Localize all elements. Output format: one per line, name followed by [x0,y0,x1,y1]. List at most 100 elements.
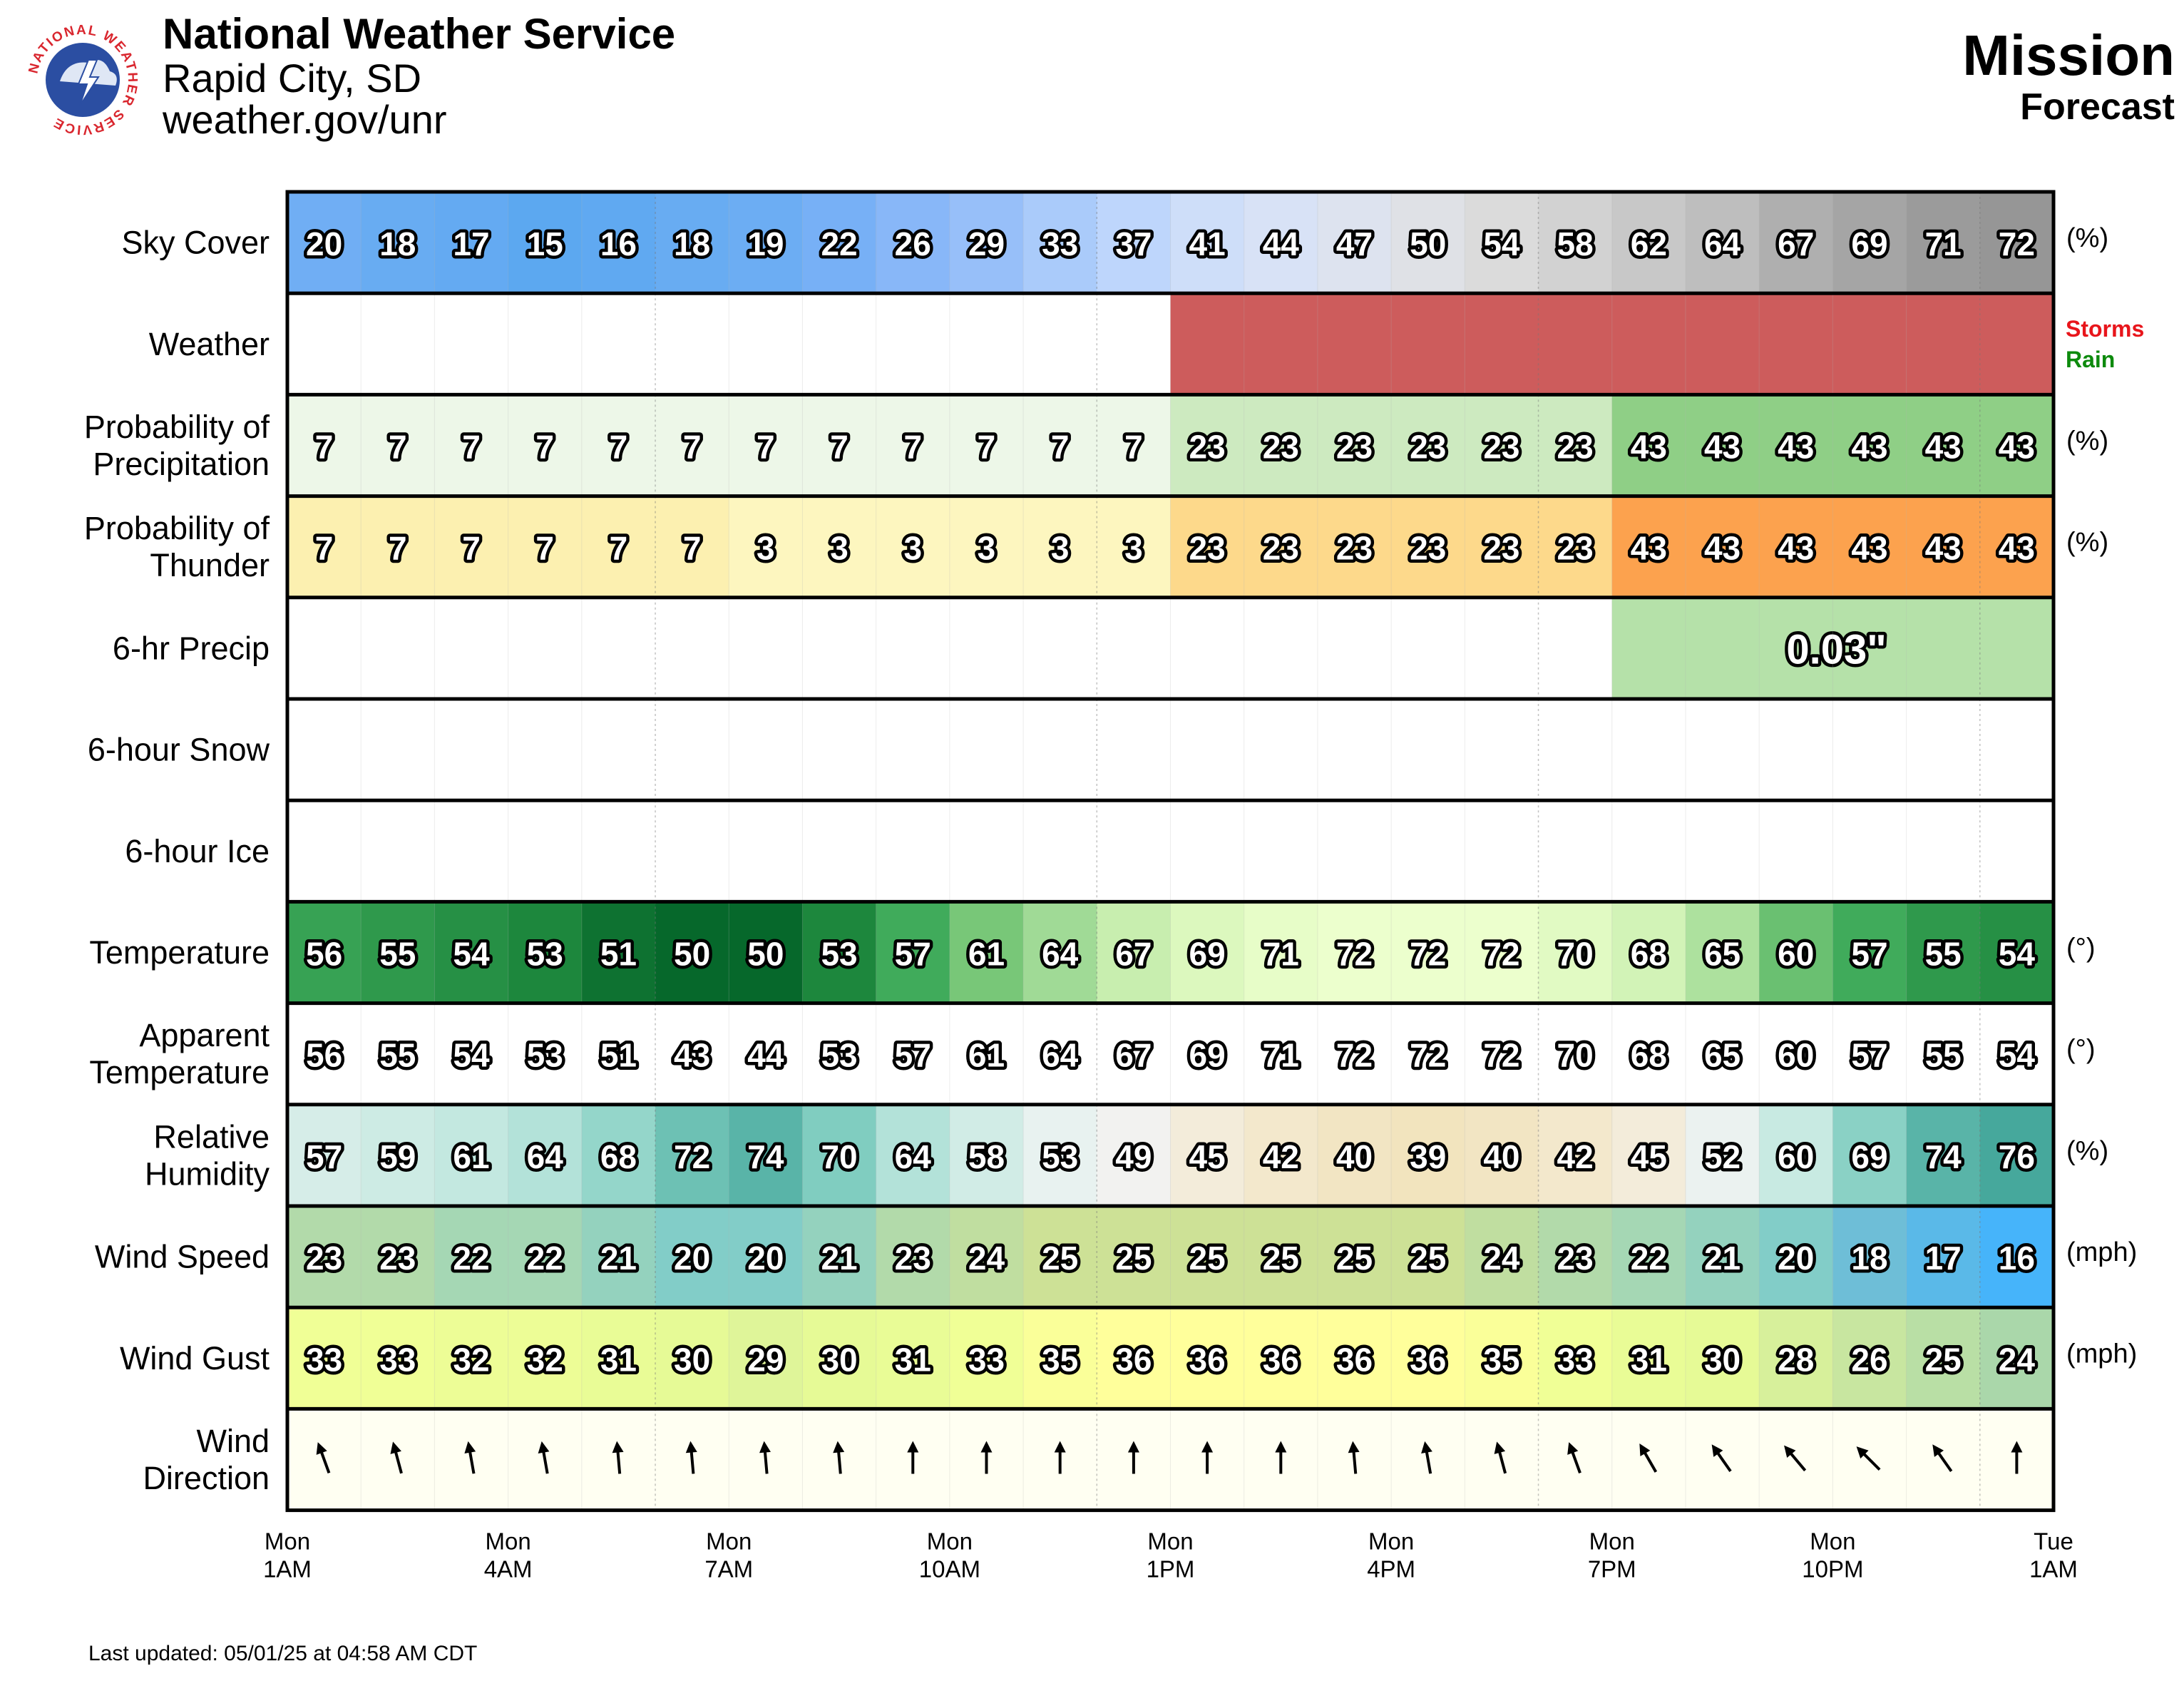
gust-value: 32 [453,1341,489,1378]
sky-cell [1170,192,1245,294]
apparent-value: 44 [747,1037,784,1074]
gust-value: 30 [1704,1341,1740,1378]
wind-direction-arrow [390,1441,403,1474]
temp-value: 53 [821,936,857,973]
weather-cell [287,293,362,395]
wind-value: 21 [821,1240,857,1277]
gust-value: 35 [1042,1341,1078,1378]
thunder-value: 3 [757,530,775,567]
gust-value: 33 [306,1341,342,1378]
temp-value: 50 [674,936,710,973]
thunder-cell [949,496,1024,598]
rh-value: 40 [1483,1138,1519,1175]
gust-cell [1685,1307,1760,1409]
rh-cell [1611,1104,1686,1206]
wind-direction-arrow [1639,1443,1658,1473]
location-title: Mission [1962,24,2175,87]
rh-unit: (%) [2066,1136,2108,1166]
gust-cell [802,1307,877,1409]
weather-storm-cell [1317,293,1392,395]
thunder-value: 23 [1263,530,1299,567]
weather-storm-cell [1906,293,1981,395]
sky-value: 62 [1631,225,1667,262]
sky-value: 16 [600,225,637,262]
thunder-value: 43 [1778,530,1814,567]
snow-label: 6-hour Snow [88,732,270,768]
sky-cell [361,192,435,294]
thunder-label: Thunder [150,547,270,583]
temp-cell [1097,901,1171,1003]
rh-cell [1317,1104,1392,1206]
apparent-value: 65 [1704,1037,1740,1074]
apparent-cell [1465,1003,1539,1105]
pop-cell [508,394,583,496]
x-tick-time: 10AM [919,1556,980,1583]
gust-cell [1759,1307,1833,1409]
apparent-cell [1611,1003,1686,1105]
wind-value: 20 [674,1240,710,1277]
rh-value: 57 [306,1138,342,1175]
apparent-value: 72 [1336,1037,1373,1074]
sky-value: 72 [1999,225,2035,262]
rh-cell [949,1104,1024,1206]
sky-cell [1097,192,1171,294]
x-tick-day: Mon [927,1528,973,1555]
pop-cell [1391,394,1465,496]
apparent-value: 53 [527,1037,563,1074]
office-url[interactable]: weather.gov/unr [163,97,447,142]
weather-cell [1023,293,1097,395]
gust-value: 26 [1851,1341,1887,1378]
wind-cell [1685,1206,1760,1308]
pop-value: 43 [1925,429,1962,466]
x-tick-day: Mon [706,1528,752,1555]
apparent-label: Temperature [89,1054,270,1090]
x-tick-time: 1AM [2029,1556,2078,1583]
apparent-label: Apparent [139,1017,270,1053]
apparent-cell [1685,1003,1760,1105]
rh-cell [287,1104,362,1206]
thunder-value: 7 [462,530,481,567]
thunder-value: 7 [610,530,628,567]
weather-storm-cell [1759,293,1833,395]
gust-cell [1465,1307,1539,1409]
temp-value: 56 [306,936,342,973]
wind-direction-arrow [1856,1446,1881,1471]
pop-cell [876,394,950,496]
apparent-cell [1244,1003,1318,1105]
sky-cell [1979,192,2054,294]
apparent-value: 61 [968,1037,1005,1074]
rh-cell [1391,1104,1465,1206]
wind-direction-arrow [1567,1442,1581,1473]
thunder-cell [1391,496,1465,598]
sky-value: 44 [1263,225,1300,262]
pop-value: 7 [389,429,407,466]
rh-value: 52 [1704,1138,1740,1175]
sky-value: 19 [747,225,784,262]
apparent-cell [1170,1003,1245,1105]
thunder-value: 23 [1557,530,1594,567]
wind-direction-arrow [1421,1441,1432,1474]
sky-value: 50 [1410,225,1446,262]
wind-direction-arrow [980,1441,993,1474]
gust-value: 36 [1115,1341,1152,1378]
apparent-cell [1097,1003,1171,1105]
office-city: Rapid City, SD [163,56,422,101]
sky-value: 71 [1925,225,1962,262]
pop-value: 43 [1999,429,2035,466]
wind-value: 21 [1704,1240,1740,1277]
legend-rain: Rain [2066,347,2115,372]
sky-cell [949,192,1024,294]
thunder-cell [434,496,509,598]
sky-cell [287,192,362,294]
sky-label: Sky Cover [121,225,270,261]
x-tick-day: Mon [1589,1528,1635,1555]
apparent-value: 69 [1189,1037,1226,1074]
thunder-cell [1685,496,1760,598]
gust-cell [1023,1307,1097,1409]
wind-direction-arrow [685,1441,697,1474]
wind-value: 22 [1631,1240,1667,1277]
thunder-cell [1759,496,1833,598]
gust-cell [1170,1307,1245,1409]
wind-value: 25 [1410,1240,1446,1277]
rh-value: 53 [1042,1138,1078,1175]
